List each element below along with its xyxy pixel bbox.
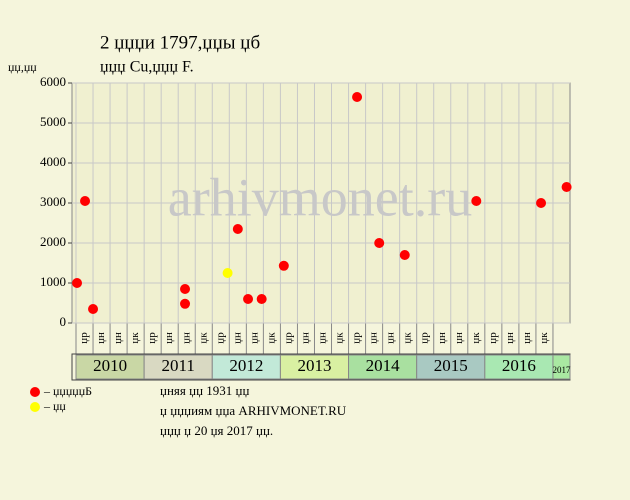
x-tick-label: џн [368,332,380,344]
year-label: 2017 [552,365,571,375]
data-point [374,238,385,248]
year-label: 2013 [297,356,331,375]
x-tick-label: џн [504,332,516,344]
data-point [256,294,267,304]
year-cell [416,354,486,380]
year-cell [143,354,213,380]
year-cell [348,354,418,380]
legend-label: – џџџџџБ [43,384,92,398]
data-point [222,268,233,278]
year-cell [484,354,554,380]
y-tick-label: 3000 [40,194,66,209]
x-tick-label: џн [521,332,533,344]
x-tick-label: џн [95,332,107,344]
legend-marker [30,402,40,412]
year-label: 2014 [366,356,401,375]
year-label: 2015 [434,356,468,375]
data-point [80,196,91,206]
chart-subtitle: џџџ Cu,џџџ F. [100,59,194,76]
year-label: 2016 [502,356,536,375]
legend-marker [30,387,40,397]
data-point [72,278,83,288]
y-tick-label: 6000 [40,74,66,89]
year-cell [552,354,571,380]
data-point [471,196,482,206]
data-point [536,198,547,208]
x-tick-label: џр [214,332,226,344]
note: џџџ џ 20 џя 2017 џџ. [160,423,273,438]
x-tick-label: џн [436,332,448,344]
y-tick-label: 5000 [40,114,66,129]
x-tick-label: џр [78,332,90,344]
x-tick-label: џн [317,332,329,344]
x-tick-label: џн [248,332,260,344]
data-point [88,304,99,314]
y-axis-label: џџ,џџ [8,60,37,74]
x-tick-label: џн [299,332,311,344]
note: џ џџџиям џџа ARHIVMONET.RU [160,403,347,418]
x-tick-label: џр [351,332,363,344]
x-tick-label: џр [146,332,158,344]
year-label: 2010 [93,356,127,375]
data-point [243,294,254,304]
year-label: 2012 [229,356,263,375]
watermark: arhivmonet.ru [168,167,472,227]
year-label: 2011 [162,356,195,375]
legend-label: – џџ [43,399,66,413]
x-tick-label: џр [282,332,294,344]
x-tick-label: џн [112,332,124,344]
x-tick-label: џр [487,332,499,344]
x-tick-label: џр [419,332,431,344]
year-cell [279,354,350,380]
x-tick-label: џк [538,332,550,344]
x-tick-label: џн [231,332,243,344]
x-tick-label: џк [197,332,209,344]
note: џняя џџ 1931 џџ [160,383,249,398]
y-tick-label: 1000 [40,274,66,289]
x-tick-label: џк [129,332,141,344]
data-point [180,284,191,294]
x-tick-label: џк [402,332,414,344]
y-tick-label: 2000 [40,234,66,249]
x-tick-label: џн [163,332,175,344]
x-tick-label: џн [453,332,465,344]
x-tick-label: џк [265,332,277,344]
year-cell [211,354,281,380]
x-tick-label: џк [470,332,482,344]
data-point [180,298,191,309]
data-point [561,182,572,192]
x-tick-label: џн [385,332,397,344]
chart-title: 2 џџџи 1797,џџы џб [100,32,260,53]
x-tick-label: џн [180,332,192,344]
y-tick-label: 4000 [40,154,66,169]
data-point [352,92,363,102]
data-point [399,250,410,260]
x-tick-label: џк [334,332,346,344]
y-tick-label: 0 [60,314,67,329]
data-point [232,224,243,234]
data-point [278,260,289,271]
